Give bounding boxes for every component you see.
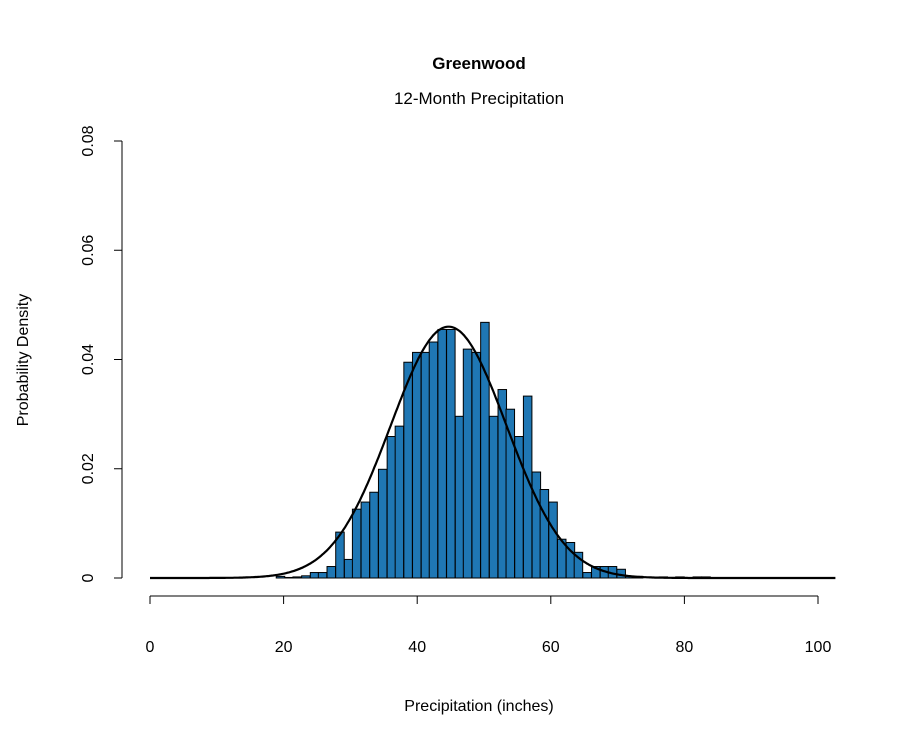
y-axis: 0 0.02 0.04 0.06 0.08 <box>80 125 123 582</box>
histogram-bar <box>437 328 447 579</box>
histogram-bar <box>351 508 362 579</box>
histogram-bar <box>377 468 388 579</box>
y-tick-label: 0.06 <box>80 235 97 266</box>
histogram-bar <box>446 328 456 579</box>
bars-group <box>275 321 711 579</box>
y-tick-label: 0.02 <box>80 453 97 484</box>
histogram-bar <box>275 575 286 579</box>
histogram-bar <box>335 531 345 579</box>
x-tick-label: 20 <box>275 639 293 656</box>
y-tick-label: 0 <box>80 573 97 582</box>
x-axis-label: Precipitation (inches) <box>404 698 553 715</box>
x-axis: 0 20 40 60 80 100 <box>146 595 832 656</box>
x-tick-label: 40 <box>408 639 426 656</box>
histogram-bar <box>301 575 311 579</box>
normal-fit-curve <box>150 325 836 580</box>
y-axis-label: Probability Density <box>15 294 32 427</box>
x-tick-label: 60 <box>542 639 560 656</box>
histogram-bar <box>420 351 431 579</box>
histogram-bar <box>582 572 592 579</box>
histogram-bar <box>471 351 481 579</box>
histogram-bar <box>497 389 508 579</box>
histogram-bar <box>317 572 328 579</box>
histogram-bar <box>292 576 302 579</box>
histogram-bar <box>394 425 405 579</box>
curve-group <box>150 325 836 580</box>
histogram-bar <box>369 491 379 579</box>
histogram-bar <box>462 348 473 579</box>
chart-title: Greenwood <box>432 54 526 73</box>
x-tick-label: 100 <box>805 639 832 656</box>
histogram-bar <box>412 351 422 579</box>
histogram-bar <box>539 489 550 579</box>
histogram-bar <box>403 361 413 579</box>
histogram-bar <box>454 415 465 579</box>
histogram-bar <box>284 576 294 579</box>
histogram-bar <box>480 321 490 579</box>
histogram-bar <box>326 566 337 579</box>
chart-subtitle: 12-Month Precipitation <box>394 89 564 108</box>
histogram-bar <box>531 471 542 579</box>
histogram-bar <box>428 341 439 579</box>
y-tick-label: 0.08 <box>80 125 97 156</box>
y-tick-label: 0.04 <box>80 344 97 375</box>
x-tick-label: 0 <box>146 639 155 656</box>
histogram-bar <box>386 436 397 579</box>
histogram-bar <box>360 501 371 579</box>
histogram-bar <box>488 415 499 579</box>
x-tick-label: 80 <box>676 639 694 656</box>
histogram-bar <box>309 572 320 579</box>
histogram-bar <box>573 551 584 579</box>
histogram-bar <box>548 501 558 579</box>
histogram-bar <box>343 558 354 579</box>
